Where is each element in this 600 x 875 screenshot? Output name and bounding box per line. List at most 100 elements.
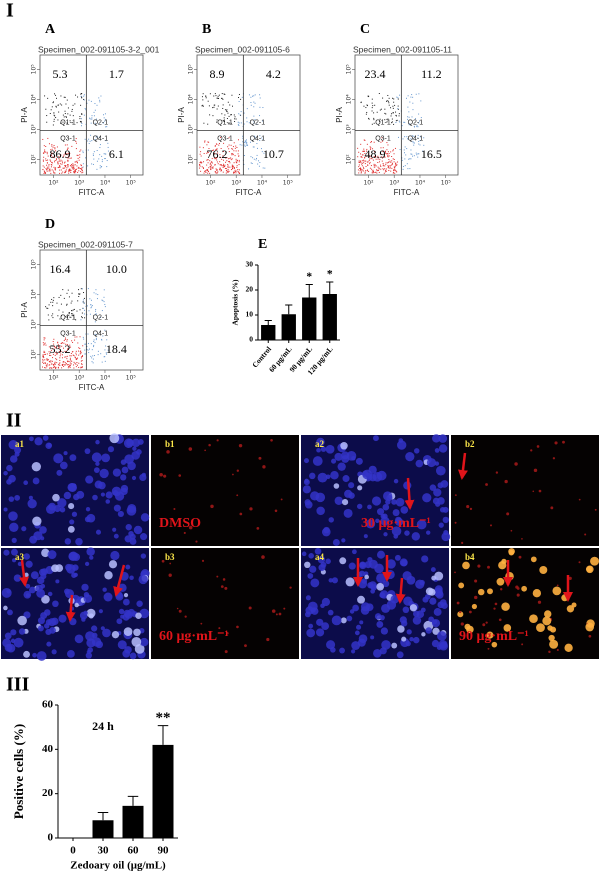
event-dot	[262, 167, 264, 169]
event-dot	[385, 150, 387, 152]
event-dot	[379, 164, 381, 166]
event-dot	[69, 362, 71, 364]
event-dot	[91, 140, 93, 142]
event-dot	[388, 166, 390, 168]
event-dot	[392, 172, 394, 174]
event-dot	[103, 153, 105, 155]
event-dot	[358, 151, 360, 153]
event-dot	[401, 125, 403, 127]
nucleus	[339, 557, 347, 565]
event-dot	[44, 171, 46, 173]
event-dot	[81, 364, 83, 366]
gate-label: Q4-1	[93, 330, 109, 337]
event-dot	[224, 164, 226, 166]
nucleus	[132, 446, 137, 451]
event-dot	[213, 152, 215, 154]
event-dot	[51, 162, 53, 164]
event-dot	[76, 310, 78, 312]
event-dot	[75, 171, 77, 173]
event-dot	[387, 167, 389, 169]
event-dot	[216, 121, 218, 123]
event-dot	[58, 156, 60, 158]
nucleus	[325, 444, 335, 454]
event-dot	[215, 172, 217, 174]
event-dot	[388, 153, 390, 155]
quadrant-percent: 10.0	[106, 262, 127, 276]
event-dot	[47, 307, 49, 309]
event-dot	[106, 166, 108, 168]
nucleus	[133, 628, 141, 637]
stained-cell	[521, 538, 523, 540]
event-dot	[63, 347, 65, 349]
event-dot	[364, 171, 366, 173]
nucleus	[330, 470, 339, 480]
bar	[261, 325, 276, 340]
event-dot	[211, 158, 213, 160]
event-dot	[47, 168, 49, 170]
event-dot	[78, 167, 80, 169]
event-dot	[43, 350, 45, 352]
nucleus	[129, 575, 134, 581]
event-dot	[60, 350, 62, 352]
event-dot	[391, 167, 393, 169]
event-dot	[103, 114, 105, 116]
event-dot	[256, 154, 258, 156]
event-dot	[366, 104, 368, 106]
event-dot	[54, 168, 56, 170]
event-dot	[53, 118, 55, 120]
event-dot	[255, 159, 257, 161]
nucleus	[95, 529, 102, 535]
event-dot	[216, 143, 218, 145]
event-dot	[56, 302, 58, 304]
event-dot	[372, 171, 374, 173]
event-dot	[392, 158, 394, 160]
event-dot	[373, 119, 375, 121]
panel-letter: D	[45, 217, 55, 232]
event-dot	[391, 121, 393, 123]
event-dot	[413, 144, 415, 146]
event-dot	[412, 140, 414, 142]
nucleus	[85, 652, 93, 659]
event-dot	[62, 363, 64, 365]
event-dot	[199, 146, 201, 148]
y-tick-label: 10³	[188, 124, 195, 135]
stained-cell	[218, 627, 221, 630]
event-dot	[200, 155, 202, 157]
event-dot	[62, 114, 64, 116]
arrow	[19, 559, 30, 587]
event-dot	[59, 359, 61, 361]
event-dot	[58, 347, 60, 349]
event-dot	[43, 356, 45, 358]
event-dot	[232, 146, 234, 148]
nucleus	[328, 517, 334, 523]
event-dot	[96, 104, 98, 106]
event-dot	[67, 157, 69, 159]
event-dot	[392, 107, 394, 109]
nucleus	[320, 446, 327, 452]
event-dot	[75, 358, 77, 360]
event-dot	[363, 150, 365, 152]
event-dot	[237, 121, 239, 123]
event-dot	[261, 151, 263, 153]
event-dot	[60, 303, 62, 305]
event-dot	[64, 172, 66, 174]
event-dot	[94, 122, 96, 124]
nucleus	[56, 469, 63, 476]
nucleus	[339, 647, 346, 654]
event-dot	[75, 142, 77, 144]
event-dot	[417, 126, 419, 128]
event-dot	[208, 148, 210, 150]
event-dot	[44, 337, 46, 339]
event-dot	[100, 353, 102, 355]
event-dot	[64, 316, 66, 318]
event-dot	[63, 364, 65, 366]
event-dot	[103, 289, 105, 291]
event-dot	[199, 163, 201, 165]
event-dot	[70, 157, 72, 159]
event-dot	[67, 152, 69, 154]
event-dot	[216, 148, 218, 150]
event-dot	[226, 160, 228, 162]
event-dot	[357, 156, 359, 158]
nucleus	[438, 639, 448, 649]
event-dot	[68, 360, 70, 362]
